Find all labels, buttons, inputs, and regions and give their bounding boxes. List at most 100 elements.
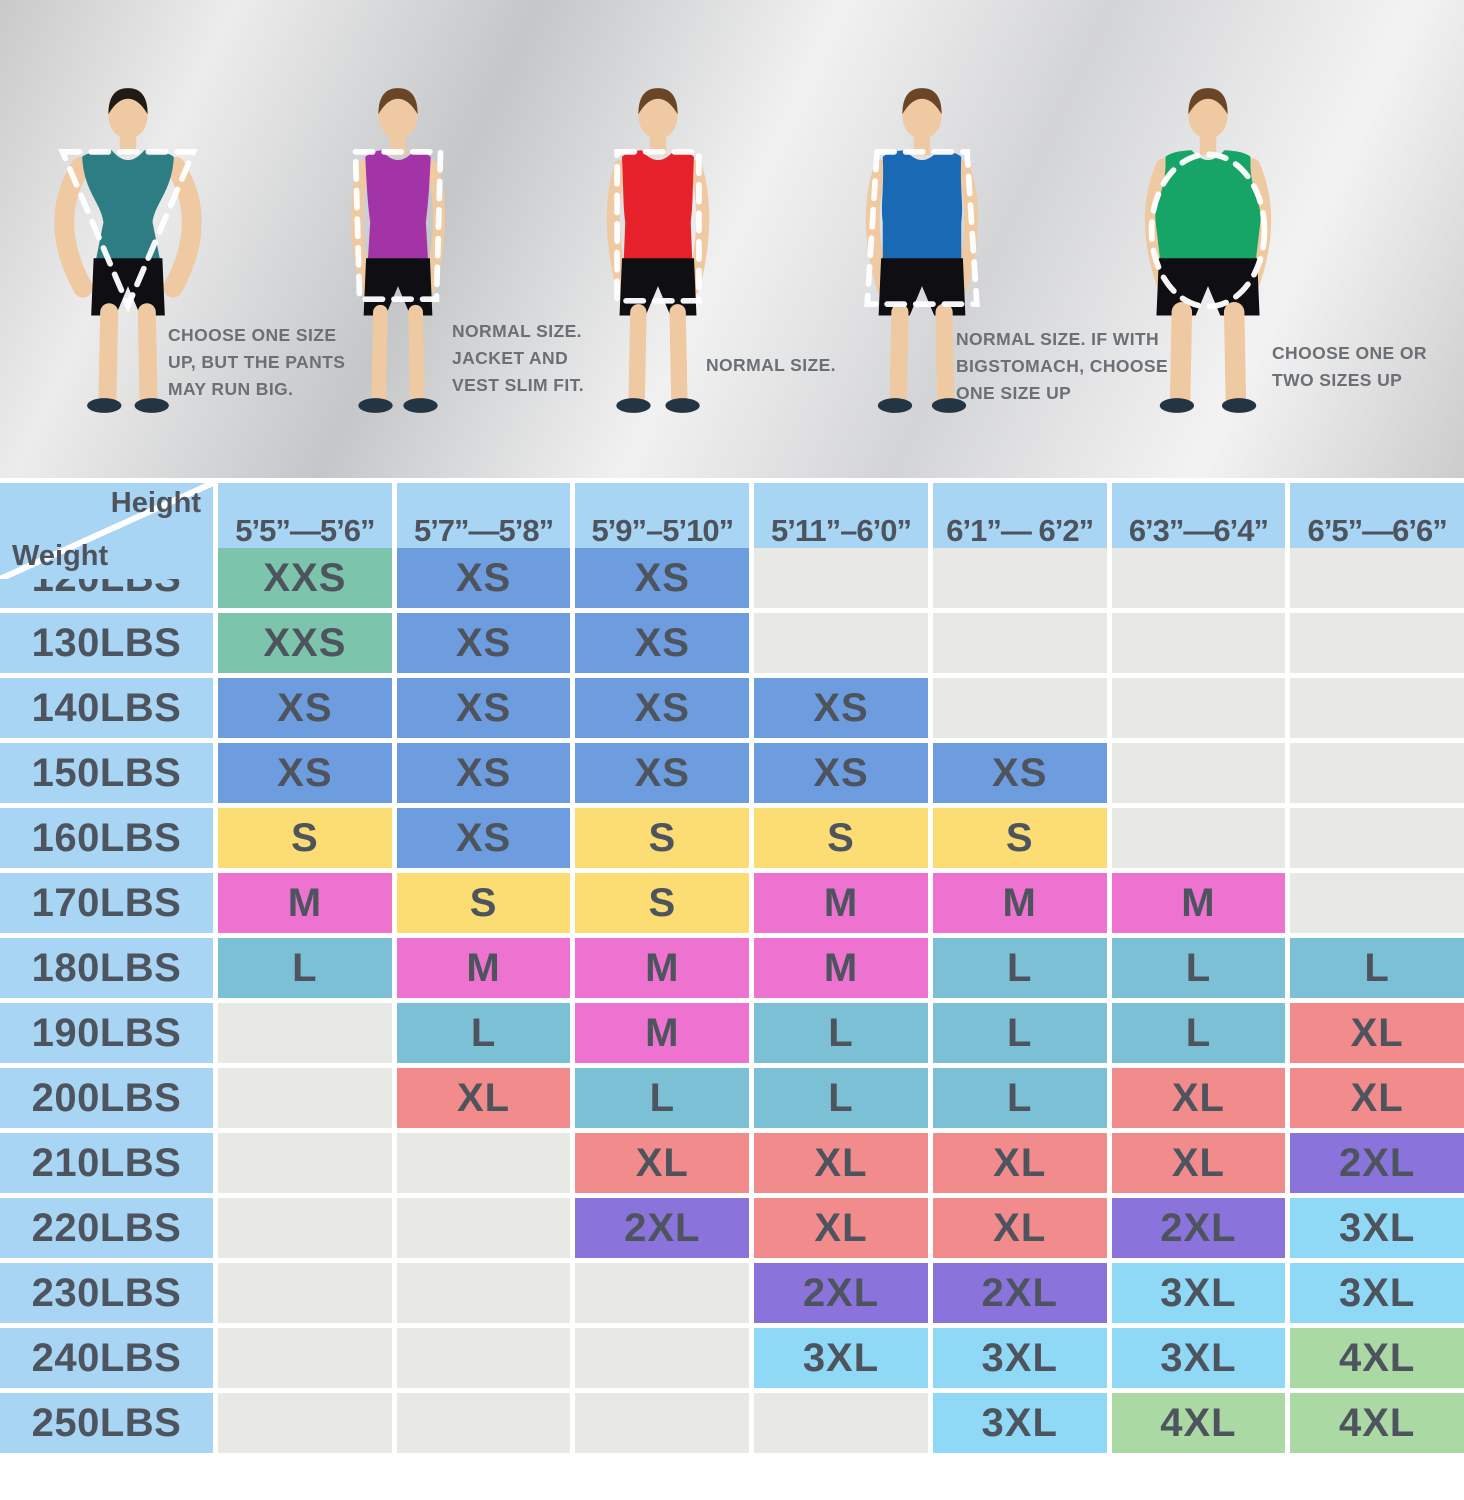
- fit-shape-overlay-slim-rectangle: [352, 149, 444, 303]
- size-cell-XS: XS: [575, 613, 750, 673]
- size-cell-2XL: 2XL: [932, 1263, 1107, 1323]
- row-header-130LBS: 130LBS: [0, 613, 213, 673]
- size-cell-S: S: [218, 808, 392, 868]
- size-cell-3XL: 3XL: [1290, 1263, 1464, 1323]
- row-header-140LBS: 140LBS: [0, 678, 213, 738]
- size-cell-L: L: [396, 1003, 571, 1063]
- size-cell-XL: XL: [1290, 1003, 1464, 1063]
- size-cell-empty: [754, 613, 928, 673]
- size-cell-XL: XL: [1111, 1068, 1286, 1128]
- size-cell-L: L: [932, 1068, 1107, 1128]
- figure-caption-inverted-triangle-build: CHOOSE ONE SIZE UP, BUT THE PANTS MAY RU…: [168, 325, 346, 400]
- size-cell-XS: XS: [396, 743, 571, 803]
- size-cell-XS: XS: [754, 678, 928, 738]
- size-cell-M: M: [754, 938, 928, 998]
- size-cell-XL: XL: [396, 1068, 571, 1128]
- size-cell-empty: [218, 1198, 392, 1258]
- size-cell-empty: [396, 1133, 571, 1193]
- size-cell-XL: XL: [1111, 1133, 1286, 1193]
- size-cell-4XL: 4XL: [1290, 1328, 1464, 1388]
- size-cell-XL: XL: [1290, 1068, 1464, 1128]
- size-cell-empty: [1111, 678, 1286, 738]
- size-cell-L: L: [754, 1003, 928, 1063]
- row-header-250LBS: 250LBS: [0, 1393, 213, 1453]
- tank-top: [365, 150, 431, 264]
- size-cell-2XL: 2XL: [1111, 1198, 1286, 1258]
- size-cell-M: M: [1111, 873, 1286, 933]
- size-cell-XL: XL: [575, 1133, 750, 1193]
- row-header-160LBS: 160LBS: [0, 808, 213, 868]
- size-cell-S: S: [575, 808, 750, 868]
- size-cell-empty: [1290, 743, 1464, 803]
- size-cell-XL: XL: [754, 1133, 928, 1193]
- row-header-180LBS: 180LBS: [0, 938, 213, 998]
- size-cell-empty: [1111, 613, 1286, 673]
- size-cell-XS: XS: [218, 678, 392, 738]
- size-cell-XS: XS: [754, 743, 928, 803]
- size-cell-XS: XS: [575, 743, 750, 803]
- size-cell-empty: [396, 1328, 571, 1388]
- size-cell-empty: [1290, 873, 1464, 933]
- size-cell-empty: [1290, 678, 1464, 738]
- row-header-190LBS: 190LBS: [0, 1003, 213, 1063]
- fit-shape-overlay-rectangle: [614, 149, 702, 304]
- size-table: Height Weight 5’5”—5’6” 5’7”—5’8” 5’9”–5’1…: [0, 483, 1464, 1453]
- size-cell-empty: [932, 548, 1107, 608]
- size-cell-empty: [932, 678, 1107, 738]
- size-cell-empty: [396, 1393, 571, 1453]
- size-cell-empty: [218, 1263, 392, 1323]
- size-cell-XXS: XXS: [218, 548, 392, 608]
- size-cell-XS: XS: [575, 678, 750, 738]
- size-cell-empty: [1290, 613, 1464, 673]
- size-cell-S: S: [575, 873, 750, 933]
- tank-top: [622, 150, 694, 264]
- size-cell-L: L: [1290, 938, 1464, 998]
- body-figure-slim-build: [350, 88, 446, 413]
- size-cell-2XL: 2XL: [575, 1198, 750, 1258]
- size-cell-L: L: [575, 1068, 750, 1128]
- size-cell-XS: XS: [575, 548, 750, 608]
- figure-caption-heavy-build: CHOOSE ONE OR TWO SIZES UP: [1272, 343, 1427, 391]
- size-cell-M: M: [396, 938, 571, 998]
- size-cell-empty: [1290, 808, 1464, 868]
- size-cell-empty: [218, 1133, 392, 1193]
- body-figure-heavy-build: [1144, 88, 1272, 413]
- corner-cell: Height Weight: [0, 483, 213, 579]
- size-cell-4XL: 4XL: [1111, 1393, 1286, 1453]
- tank-top: [1155, 150, 1261, 264]
- height-axis-label: Height: [110, 487, 201, 519]
- tank-top: [82, 150, 174, 264]
- size-cell-2XL: 2XL: [1290, 1133, 1464, 1193]
- figure-caption-normal-build: NORMAL SIZE.: [706, 355, 836, 375]
- size-cell-XS: XS: [218, 743, 392, 803]
- size-cell-empty: [218, 1393, 392, 1453]
- size-cell-empty: [1111, 808, 1286, 868]
- body-figure-inverted-triangle-build: [54, 88, 202, 413]
- size-cell-L: L: [932, 938, 1107, 998]
- size-cell-empty: [396, 1198, 571, 1258]
- size-cell-XS: XS: [932, 743, 1107, 803]
- size-cell-empty: [396, 1263, 571, 1323]
- size-cell-empty: [218, 1328, 392, 1388]
- size-cell-L: L: [218, 938, 392, 998]
- size-cell-3XL: 3XL: [1111, 1328, 1286, 1388]
- figure-caption-slim-build: NORMAL SIZE. JACKET AND VEST SLIM FIT.: [452, 321, 584, 396]
- size-cell-XS: XS: [396, 808, 571, 868]
- size-cell-M: M: [575, 1003, 750, 1063]
- size-cell-M: M: [754, 873, 928, 933]
- size-cell-3XL: 3XL: [1111, 1263, 1286, 1323]
- size-cell-M: M: [932, 873, 1107, 933]
- figure-caption-stocky-build: NORMAL SIZE. IF WITH BIGSTOMACH, CHOOSE …: [956, 329, 1169, 404]
- fit-shape-overlay-oval: [1148, 151, 1268, 310]
- size-cell-3XL: 3XL: [932, 1393, 1107, 1453]
- size-cell-XL: XL: [754, 1198, 928, 1258]
- size-cell-3XL: 3XL: [932, 1328, 1107, 1388]
- row-header-220LBS: 220LBS: [0, 1198, 213, 1258]
- row-header-230LBS: 230LBS: [0, 1263, 213, 1323]
- size-cell-M: M: [218, 873, 392, 933]
- size-cell-3XL: 3XL: [1290, 1198, 1464, 1258]
- row-header-150LBS: 150LBS: [0, 743, 213, 803]
- size-cell-S: S: [932, 808, 1107, 868]
- body-type-guide: CHOOSE ONE SIZE UP, BUT THE PANTS MAY RU…: [0, 0, 1464, 478]
- size-cell-empty: [575, 1328, 750, 1388]
